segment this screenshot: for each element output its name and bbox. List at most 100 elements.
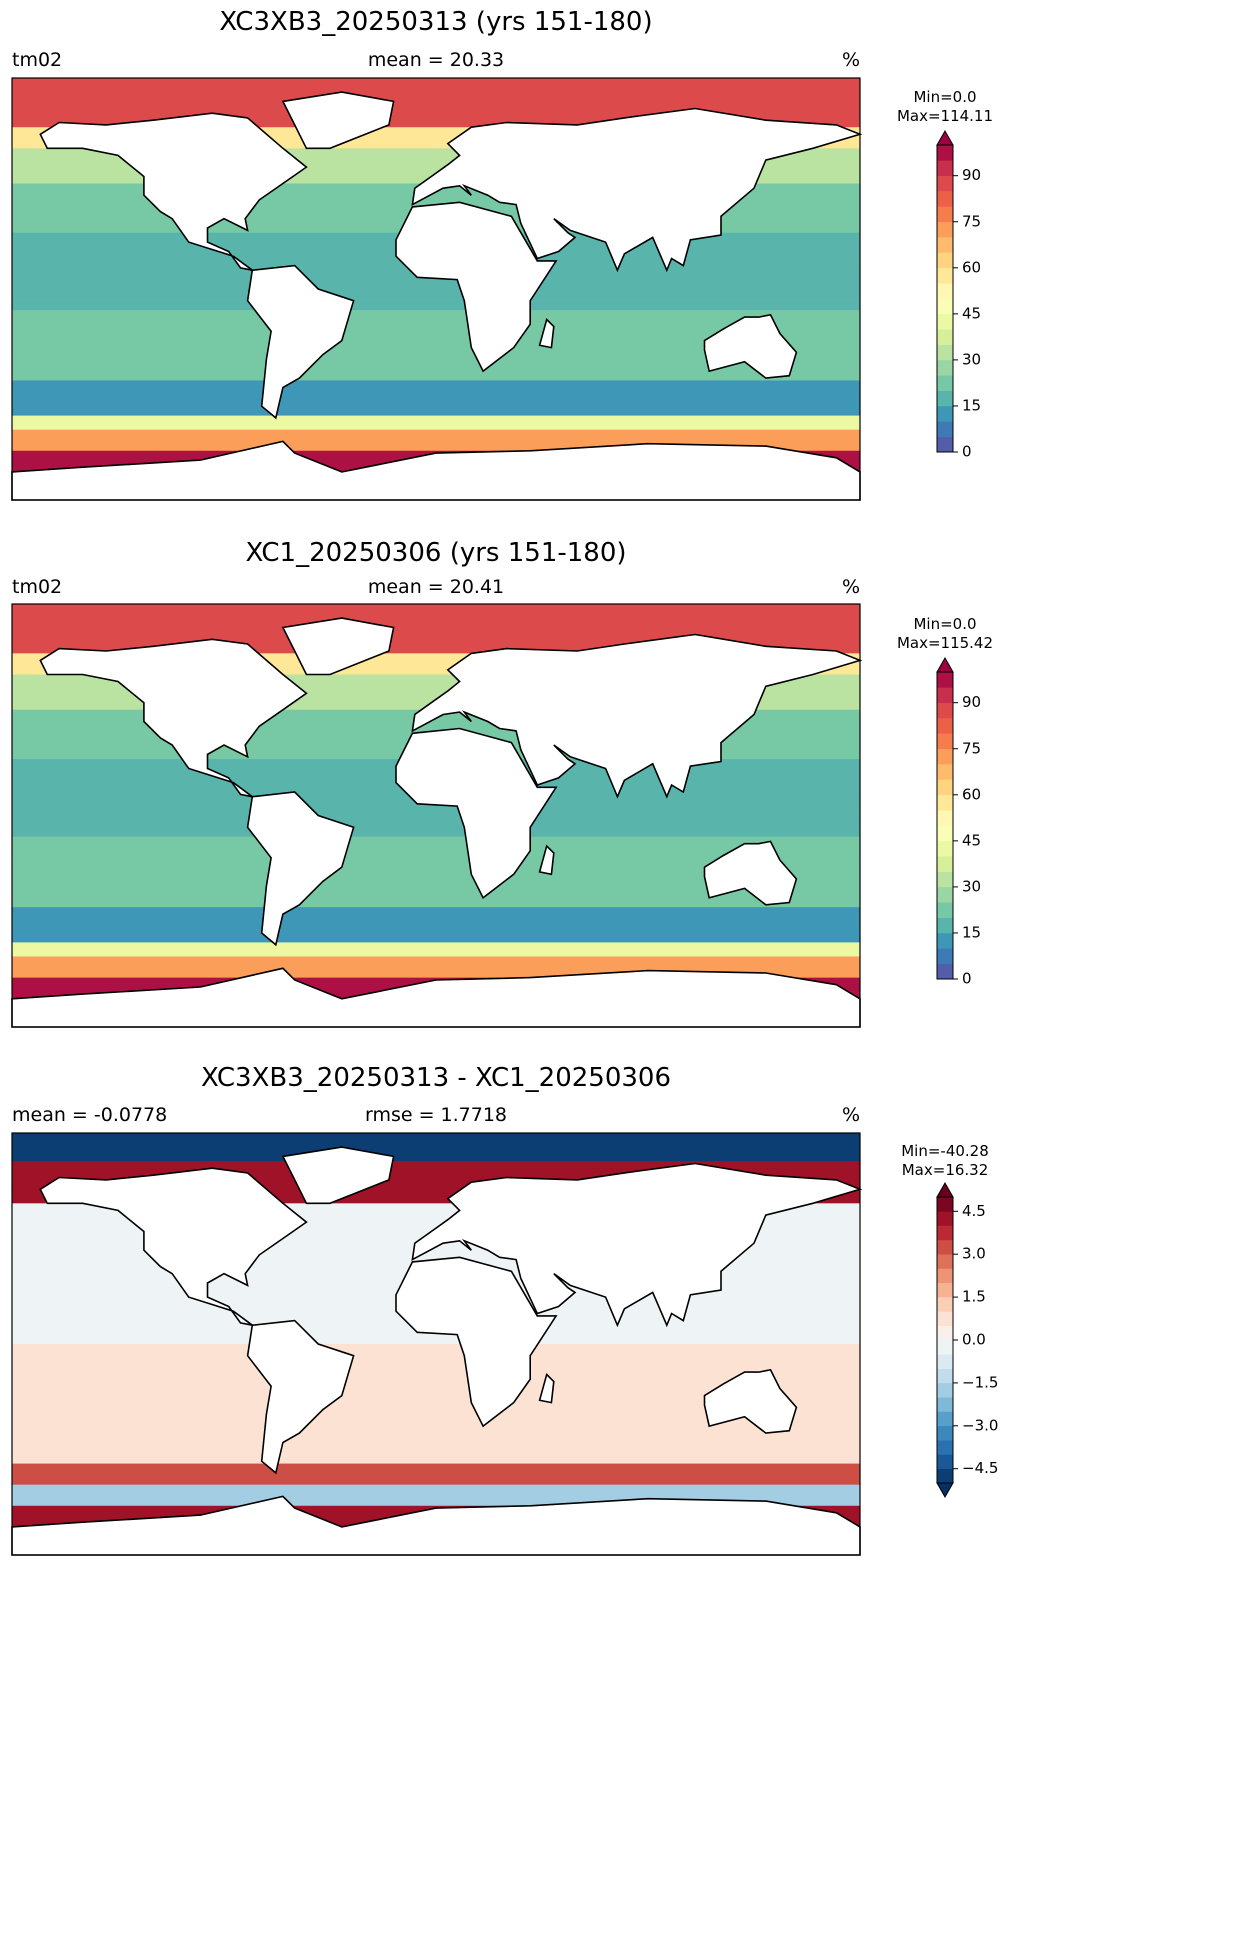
colorbar-tick-label: 45	[962, 304, 981, 322]
field-band	[12, 611, 860, 619]
field-band	[12, 1372, 860, 1380]
field-band	[12, 359, 860, 367]
colorbar-max: Max=115.42	[897, 634, 993, 652]
field-band	[12, 942, 860, 950]
field-band	[12, 1442, 860, 1450]
colorbar-level	[937, 1382, 953, 1398]
field-band	[12, 1477, 860, 1486]
field-band	[12, 907, 860, 915]
colorbar-min: Min=0.0	[913, 88, 976, 106]
field-band	[12, 928, 860, 936]
colorbar-level	[937, 871, 953, 888]
colorbar-level	[937, 1297, 953, 1312]
colorbar-level	[937, 221, 953, 238]
field-band	[12, 893, 860, 901]
field-band	[12, 296, 860, 304]
colorbar-level	[937, 191, 953, 207]
colorbar-level	[937, 390, 953, 407]
field-band	[12, 1344, 860, 1352]
colorbar-tick-label: 3.0	[962, 1245, 986, 1263]
colorbar-tick-label: 60	[962, 785, 981, 803]
field-band	[12, 1407, 860, 1415]
colorbar-frame	[936, 144, 954, 453]
field-band	[12, 878, 860, 887]
colorbar-level	[937, 1239, 953, 1255]
field-band	[12, 352, 860, 360]
field-band	[12, 190, 860, 199]
colorbar-tick-label: 30	[962, 877, 981, 895]
colorbar-level	[937, 344, 953, 361]
colorbar-level	[937, 733, 953, 750]
colorbar-tick-label: 15	[962, 923, 981, 941]
land	[395, 1256, 558, 1428]
colorbar-level	[937, 687, 953, 703]
field-band	[12, 387, 860, 395]
colorbar-max: Max=16.32	[902, 1161, 989, 1179]
colorbar-level	[937, 948, 953, 964]
colorbar-level	[937, 932, 953, 949]
field-band	[12, 604, 860, 612]
colorbar-level	[937, 856, 953, 872]
field-band	[12, 829, 860, 838]
field-band	[12, 1168, 860, 1176]
land	[395, 201, 558, 373]
field-band	[12, 1435, 860, 1443]
land	[703, 1368, 798, 1434]
field-band	[12, 1140, 860, 1148]
colorbar-tick-label: 75	[962, 739, 981, 757]
field-band	[12, 415, 860, 424]
map	[11, 603, 863, 1028]
field-band	[12, 632, 860, 640]
colorbar-level	[937, 175, 953, 192]
field-band	[12, 921, 860, 929]
field-band	[12, 1351, 860, 1359]
field-band	[12, 864, 860, 873]
field-band	[12, 1203, 860, 1211]
colorbar-extend	[936, 1482, 954, 1499]
colorbar-level	[937, 145, 953, 161]
field-band	[12, 1133, 860, 1141]
colorbar-frame	[936, 671, 954, 980]
colorbar-level	[937, 1225, 953, 1241]
colorbar-level	[937, 283, 953, 299]
land	[395, 727, 558, 900]
colorbar-level	[937, 1311, 953, 1326]
field-band	[12, 366, 860, 374]
colorbar-tick-label: 0	[962, 443, 972, 461]
field-band	[12, 1491, 860, 1500]
field-band	[12, 1386, 860, 1394]
field-band	[12, 1484, 860, 1493]
field-band	[12, 141, 860, 149]
colorbar-extend	[936, 1181, 954, 1198]
field-band	[12, 429, 860, 438]
colorbar-level	[937, 702, 953, 719]
field-band	[12, 317, 860, 325]
field-band	[12, 1365, 860, 1373]
land	[281, 1146, 395, 1205]
colorbar-extend	[936, 129, 954, 146]
field-band	[12, 1336, 860, 1345]
colorbar-level	[937, 1340, 953, 1355]
field-band	[12, 197, 860, 206]
field-band	[12, 1252, 860, 1261]
field-band	[12, 963, 860, 972]
map	[11, 77, 863, 501]
field-band	[12, 78, 860, 86]
colorbar-min: Min=-40.28	[901, 1142, 989, 1160]
field-band	[12, 99, 860, 107]
colorbar-tick-label: 60	[962, 258, 981, 276]
field-band	[12, 1182, 860, 1190]
colorbar-level	[937, 1454, 953, 1469]
field-band	[12, 373, 860, 381]
field-band	[12, 836, 860, 845]
land	[411, 633, 863, 799]
field-band	[12, 127, 860, 135]
map-frame	[11, 1132, 861, 1556]
colorbar-level	[937, 718, 953, 734]
field-band	[12, 723, 860, 732]
field-band	[12, 401, 860, 410]
field-band	[12, 338, 860, 346]
field-band	[12, 1147, 860, 1155]
colorbar-tick-label: 90	[962, 166, 981, 184]
field-band	[12, 436, 860, 445]
